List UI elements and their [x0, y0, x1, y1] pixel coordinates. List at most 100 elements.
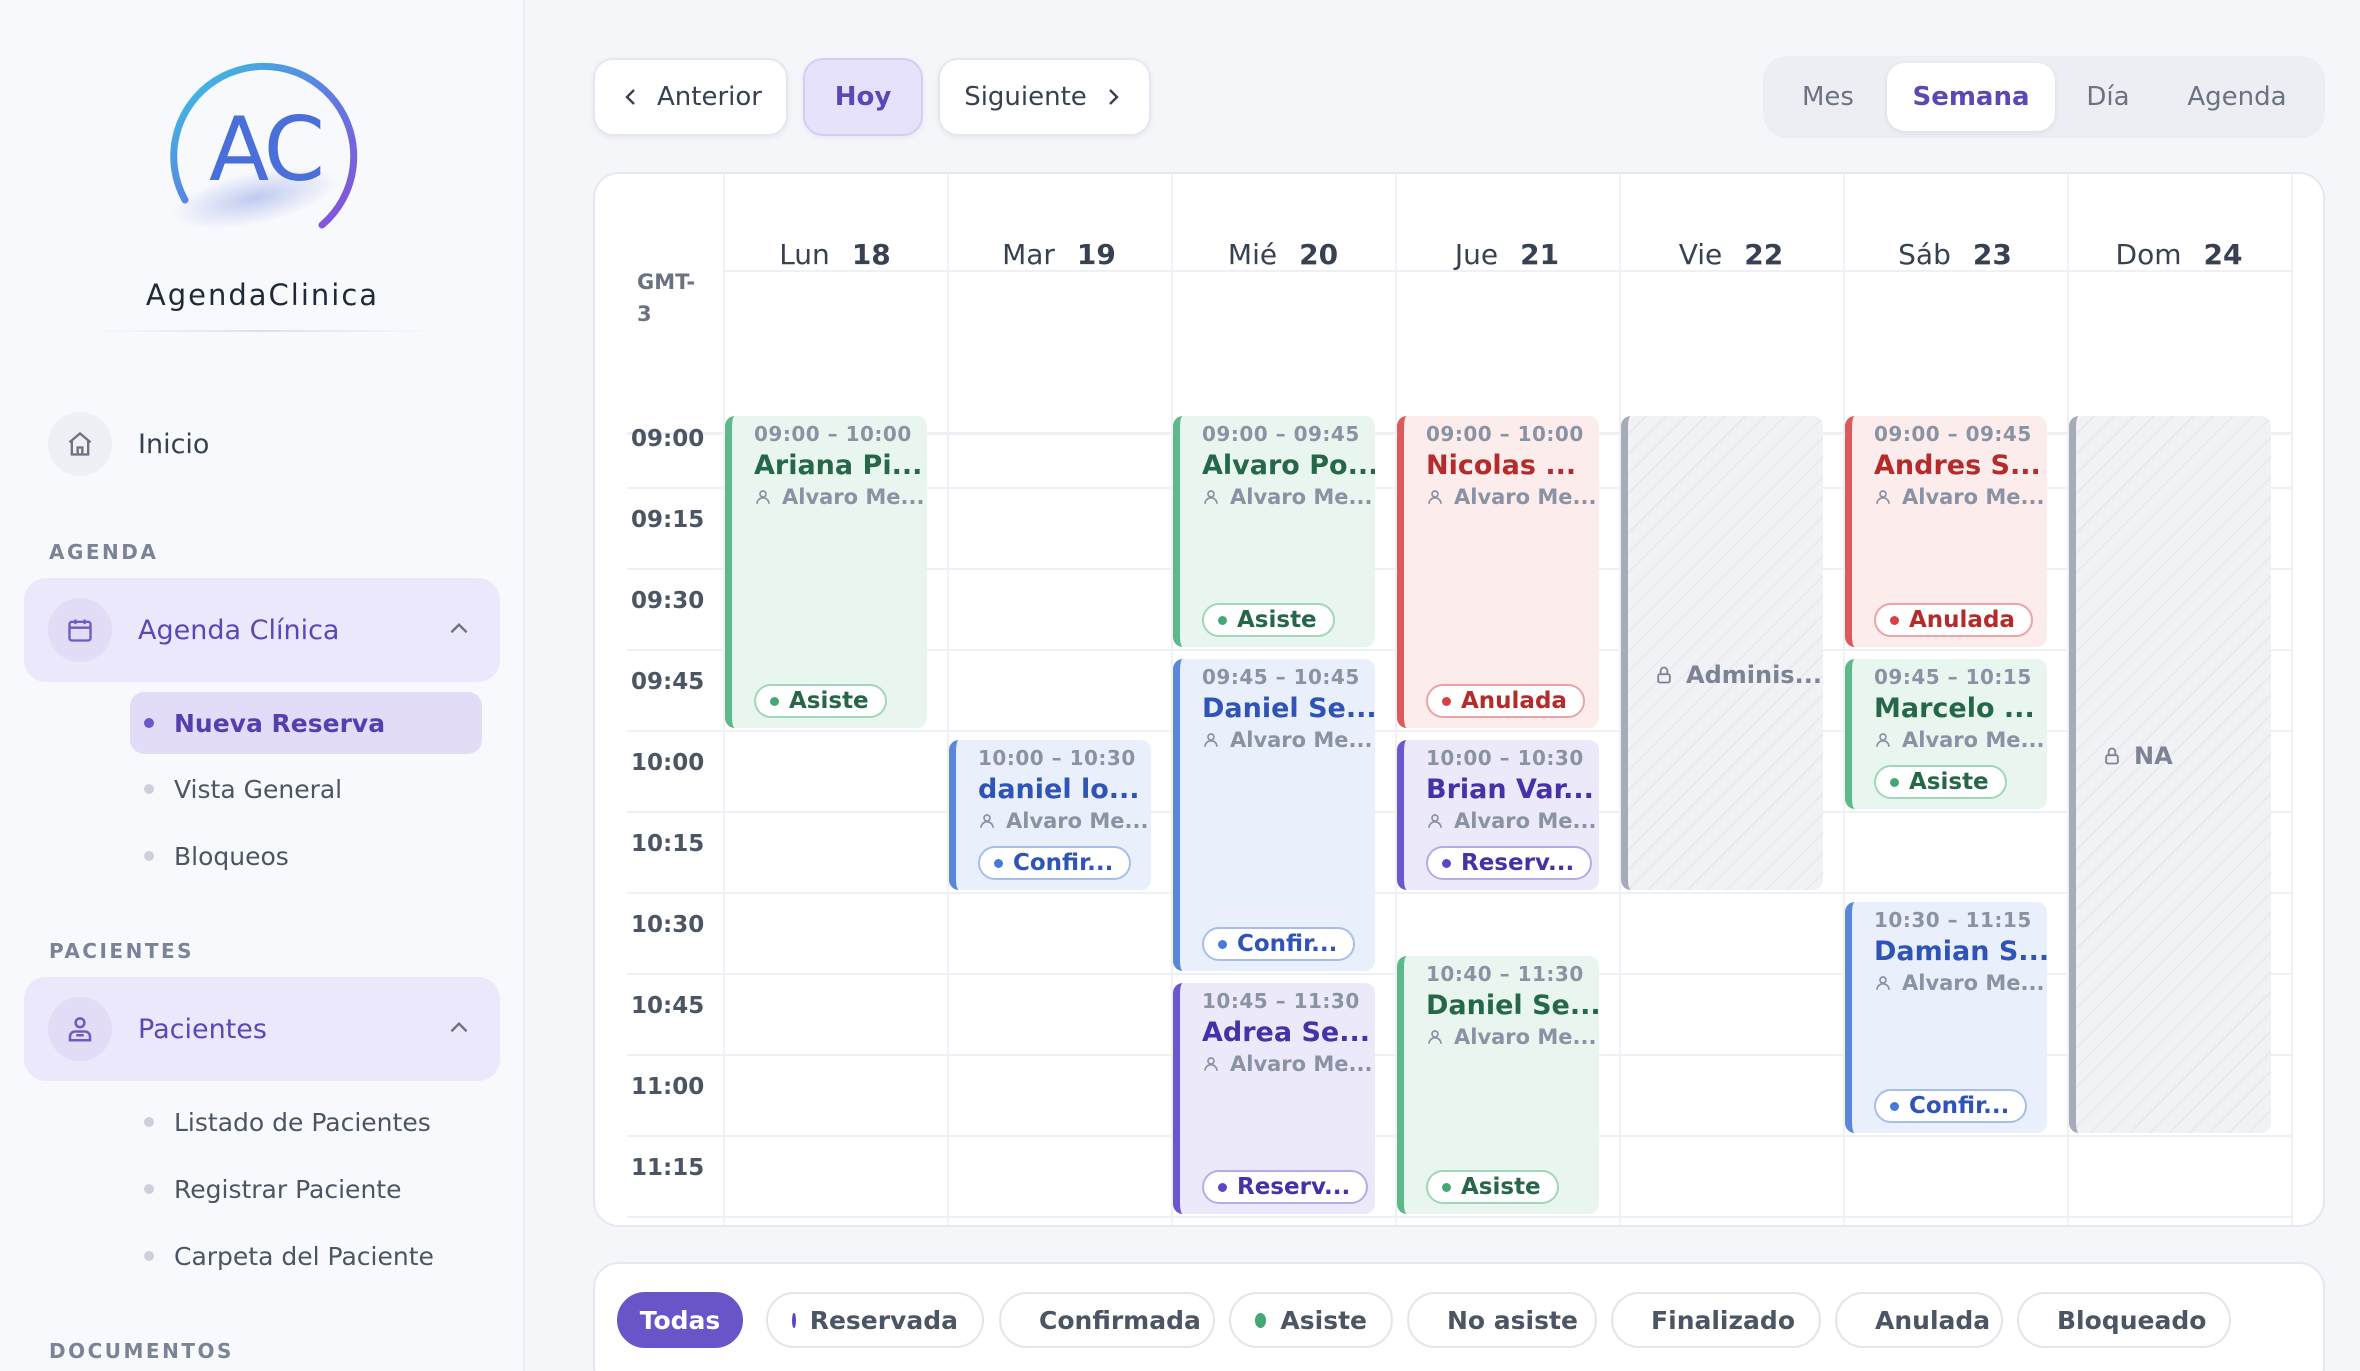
time-slot-line [627, 1216, 2293, 1218]
legend-filter-chip[interactable]: No asiste [1407, 1292, 1597, 1348]
view-option-dia[interactable]: Día [2086, 82, 2130, 112]
appointment-doctor: Alvaro Me... [1874, 971, 2047, 995]
day-header[interactable]: Dom 24 [2067, 238, 2291, 298]
brand-name: AgendaClinica [145, 278, 380, 312]
legend-filter-chip[interactable]: Anulada [1835, 1292, 2003, 1348]
bullet-icon [144, 718, 154, 728]
legend-filter-chip[interactable]: Confirmada [999, 1292, 1215, 1348]
blocked-slot-text: NA [2134, 742, 2173, 770]
appointment-time: 10:45 – 11:30 [1202, 989, 1360, 1013]
person-icon [1428, 490, 1442, 504]
nav-item-listado-pacientes[interactable]: Listado de Pacientes [130, 1091, 431, 1153]
view-option-mes[interactable]: Mes [1802, 82, 1854, 112]
nav-group-agenda-clinica[interactable]: Agenda Clínica [24, 578, 500, 682]
chevron-up-icon[interactable] [446, 1015, 472, 1041]
appointment-card[interactable]: 09:00 – 10:00 Ariana Pi... Alvaro Me... Asi… [725, 416, 927, 728]
today-button-label: Hoy [834, 82, 892, 112]
next-button[interactable]: Siguiente [938, 58, 1151, 136]
time-slot-line [627, 730, 2293, 732]
appointment-card[interactable]: 10:40 – 11:30 Daniel Se... Alvaro Me... Asi… [1397, 956, 1599, 1214]
appointment-card[interactable]: 10:00 – 10:30 Brian Var... Alvaro Me... Res… [1397, 740, 1599, 890]
time-slot-label: 11:00 [631, 1074, 705, 1100]
appointment-card[interactable]: 10:45 – 11:30 Adrea Se... Alvaro Me... Rese… [1173, 983, 1375, 1214]
appointment-status-badge: Confir... [1874, 1089, 2028, 1123]
brand-logo-letters: AC [208, 98, 325, 201]
view-option-agenda[interactable]: Agenda [2187, 82, 2287, 112]
nav-home[interactable]: Inicio [48, 412, 209, 476]
day-header[interactable]: Jue 21 [1395, 238, 1619, 298]
appointment-status: Confir... [1013, 850, 1114, 876]
time-slot-label: 10:45 [631, 993, 705, 1019]
blocked-slot[interactable]: NA [2069, 416, 2271, 1133]
nav-item-carpeta-paciente[interactable]: Carpeta del Paciente [130, 1225, 434, 1287]
appointment-time: 09:45 – 10:45 [1202, 665, 1360, 689]
legend-chip-label: Anulada [1875, 1305, 1991, 1335]
day-header[interactable]: Vie 22 [1619, 238, 1843, 298]
view-option-semana[interactable]: Semana [1887, 63, 2055, 131]
legend-filter-chip[interactable]: Todas [617, 1292, 743, 1348]
day-column-divider [2291, 174, 2293, 1225]
brand-logo[interactable]: AC [150, 50, 380, 260]
bullet-icon [144, 1184, 154, 1194]
day-name: Sáb [1898, 238, 1951, 271]
next-button-label: Siguiente [964, 82, 1087, 112]
day-header[interactable]: Mié 20 [1171, 238, 1395, 298]
appointment-status-badge: Asiste [1202, 603, 1335, 637]
appointment-card[interactable]: 09:00 – 10:00 Nicolas ... Alvaro Me... Anul… [1397, 416, 1599, 728]
status-dot-icon [1218, 615, 1227, 625]
time-slot-label: 09:30 [631, 588, 705, 614]
person-icon [1428, 814, 1442, 828]
legend-filter-chip[interactable]: Bloqueado [2017, 1292, 2231, 1348]
section-title-documentos: DOCUMENTOS [49, 1339, 234, 1363]
appointment-card[interactable]: 10:00 – 10:30 daniel lo... Alvaro Me... Con… [949, 740, 1151, 890]
appointment-patient: Brian Var... [1426, 774, 1594, 805]
nav-item-bloqueos[interactable]: Bloqueos [130, 825, 289, 887]
day-header[interactable]: Lun 18 [723, 238, 947, 298]
legend-chip-label: Asiste [1280, 1305, 1367, 1335]
person-icon [1876, 733, 1890, 747]
person-icon [1876, 490, 1890, 504]
legend-filter-chip[interactable]: Finalizado [1611, 1292, 1821, 1348]
day-header[interactable]: Sáb 23 [1843, 238, 2067, 298]
appointment-doctor-name: Alvaro Me... [1902, 971, 2045, 995]
appointment-status: Anulada [1909, 607, 2015, 633]
legend-chip-label: Todas [639, 1305, 721, 1335]
appointment-card[interactable]: 09:45 – 10:15 Marcelo ... Alvaro Me... Asis… [1845, 659, 2047, 809]
appointment-patient: Marcelo ... [1874, 693, 2035, 724]
view-switcher: Mes Semana Día Agenda [1763, 56, 2325, 138]
nav-group-pacientes[interactable]: Pacientes [24, 977, 500, 1081]
day-header[interactable]: Mar 19 [947, 238, 1171, 298]
appointment-patient: Adrea Se... [1202, 1017, 1370, 1048]
nav-item-label: Nueva Reserva [174, 708, 386, 738]
appointment-doctor: Alvaro Me... [978, 809, 1151, 833]
appointment-card[interactable]: 09:45 – 10:45 Daniel Se... Alvaro Me... Con… [1173, 659, 1375, 971]
appointment-card[interactable]: 10:30 – 11:15 Damian S... Alvaro Me... Conf… [1845, 902, 2047, 1133]
nav-item-registrar-paciente[interactable]: Registrar Paciente [130, 1158, 401, 1220]
appointment-card[interactable]: 09:00 – 09:45 Andres S... Alvaro Me... Anul… [1845, 416, 2047, 647]
today-button[interactable]: Hoy [803, 58, 923, 136]
blocked-slot[interactable]: Adminis... [1621, 416, 1823, 890]
appointment-card[interactable]: 09:00 – 09:45 Alvaro Po... Alvaro Me... Asi… [1173, 416, 1375, 647]
chevron-up-icon[interactable] [446, 616, 472, 642]
status-dot-icon [1218, 939, 1227, 949]
day-name: Mar [1002, 238, 1055, 271]
appointment-doctor-name: Alvaro Me... [1454, 1025, 1597, 1049]
appointment-status: Anulada [1461, 688, 1567, 714]
appointment-patient: Nicolas ... [1426, 450, 1577, 481]
header-row-divider [723, 270, 2291, 272]
time-slot-label: 10:00 [631, 750, 705, 776]
status-dot-icon [1442, 696, 1451, 706]
appointment-time: 09:00 – 10:00 [1426, 422, 1584, 446]
appointment-time: 09:45 – 10:15 [1874, 665, 2032, 689]
legend-filter-chip[interactable]: Reservada [766, 1292, 984, 1348]
legend-filter-chip[interactable]: Asiste [1229, 1292, 1393, 1348]
appointment-status-badge: Reserv... [1202, 1170, 1369, 1204]
week-calendar: GMT-3 Lun 18 Mar 19 Mié 20 Jue 21 Vie 22 Sáb 23 Dom 2… [593, 172, 2325, 1227]
nav-item-nueva-reserva[interactable]: Nueva Reserva [130, 692, 482, 754]
bullet-icon [144, 1117, 154, 1127]
day-number: 21 [1520, 238, 1560, 271]
nav-item-vista-general[interactable]: Vista General [130, 758, 342, 820]
prev-button[interactable]: Anterior [593, 58, 788, 136]
time-slot-label: 09:00 [631, 426, 705, 452]
appointment-patient: Andres S... [1874, 450, 2041, 481]
